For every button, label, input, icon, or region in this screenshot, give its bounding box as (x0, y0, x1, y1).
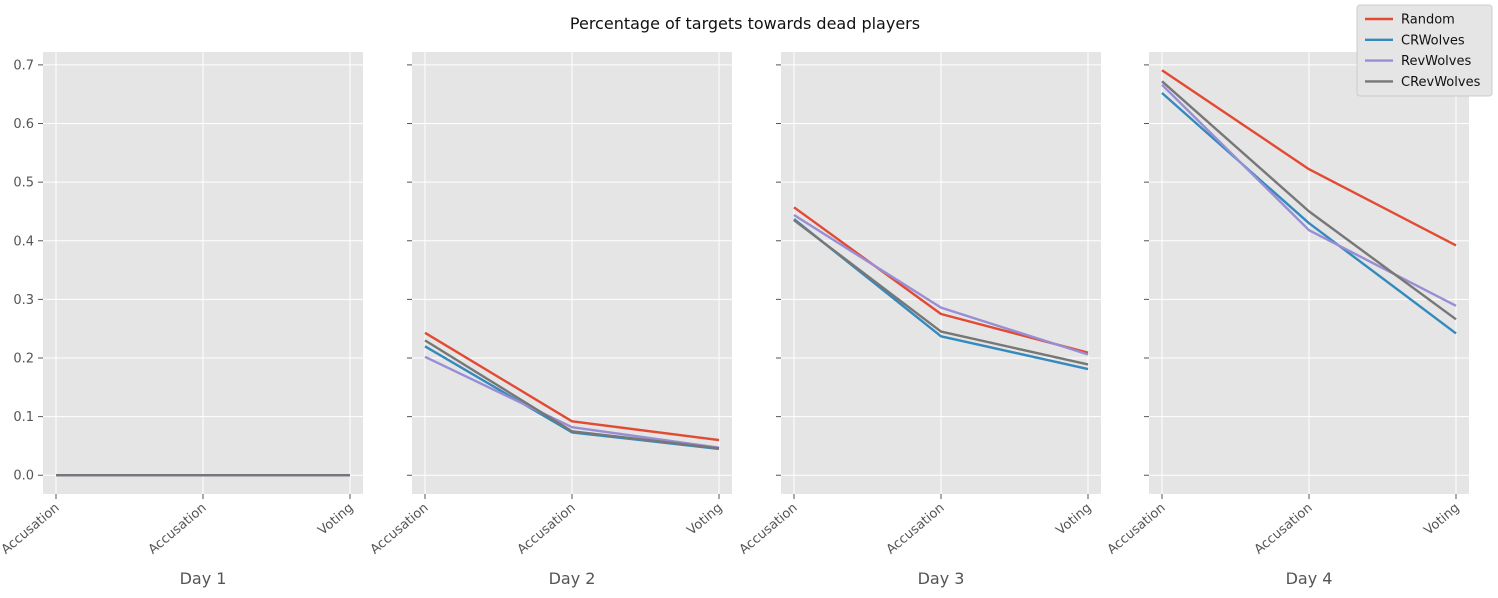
x-tick-label: Voting (315, 501, 356, 539)
series-line-crwolves (1161, 92, 1457, 335)
x-tick-label: Accusation (884, 501, 948, 558)
legend-entry: CRevWolves (1401, 75, 1481, 90)
series-line-random (424, 331, 720, 442)
y-tick-label: 0.5 (13, 176, 34, 191)
series-line-crevwolves (424, 339, 720, 450)
x-tick-label: Accusation (146, 501, 210, 558)
x-axis-label: Day 4 (1286, 569, 1333, 588)
panel-day-1: 0.0 0.1 0.2 0.3 0.4 0.5 0.6 0.7 Accusation Accusa… (0, 52, 363, 588)
series-line-revwolves (1161, 83, 1457, 307)
chart-title: Percentage of targets towards dead playe… (570, 14, 920, 33)
y-tick-label: 0.3 (13, 293, 34, 308)
y-tick-label: 0.0 (13, 469, 34, 484)
x-tick-label: Accusation (737, 501, 801, 558)
y-tick-label: 0.2 (13, 352, 34, 367)
y-tick-label: 0.4 (13, 234, 34, 249)
legend-entry: Random (1401, 13, 1455, 28)
x-tick-label: Voting (1053, 501, 1094, 539)
series-line-random (1161, 69, 1457, 247)
x-axis-label: Day 1 (180, 569, 227, 588)
x-axis-label: Day 3 (918, 569, 965, 588)
y-tick-label: 0.7 (13, 58, 34, 73)
series-line-crevwolves (1161, 80, 1457, 321)
x-tick-label: Accusation (1105, 501, 1169, 558)
series-line-crevwolves (793, 219, 1089, 366)
panel-day-4: Accusation Accusation Voting Day 4 (1105, 52, 1469, 588)
x-tick-label: Accusation (368, 501, 432, 558)
x-tick-label: Accusation (1252, 501, 1316, 558)
x-tick-label: Voting (1421, 501, 1462, 539)
legend-box (1356, 4, 1493, 97)
x-axis-label: Day 2 (549, 569, 596, 588)
panel-day-3: Accusation Accusation Voting Day 3 (737, 52, 1101, 588)
x-tick-label: Accusation (0, 501, 63, 558)
x-tick-label: Accusation (515, 501, 579, 558)
y-tick-label: 0.6 (13, 117, 34, 132)
legend-entry: CRWolves (1401, 33, 1465, 48)
series-line-revwolves (424, 355, 720, 449)
panel-day-2: Accusation Accusation Voting Day 2 (368, 52, 732, 588)
legend: Random CRWolves RevWolves CRevWolves (1356, 4, 1493, 97)
y-tick-label: 0.1 (13, 410, 34, 425)
x-tick-label: Voting (684, 501, 725, 539)
legend-entry: RevWolves (1401, 54, 1471, 69)
series-line-revwolves (793, 213, 1089, 356)
